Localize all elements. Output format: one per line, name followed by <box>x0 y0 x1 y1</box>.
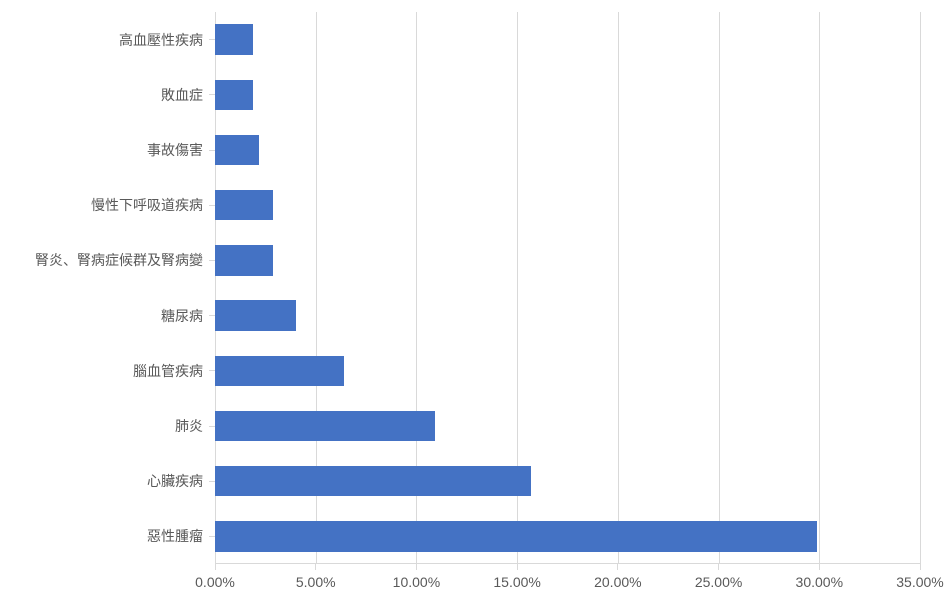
gridline <box>719 12 720 564</box>
y-axis-label: 敗血症 <box>161 85 203 105</box>
x-tick <box>819 564 820 570</box>
y-tick <box>209 481 215 482</box>
y-tick <box>209 426 215 427</box>
bar <box>215 356 344 386</box>
x-axis-label: 25.00% <box>695 574 742 590</box>
x-tick <box>416 564 417 570</box>
x-axis-label: 35.00% <box>896 574 943 590</box>
y-axis-label: 糖尿病 <box>161 306 203 326</box>
bar <box>215 245 273 275</box>
gridline <box>920 12 921 564</box>
x-axis-label: 0.00% <box>195 574 235 590</box>
y-axis-label: 慢性下呼吸道疾病 <box>91 195 203 215</box>
y-axis-label: 腦血管疾病 <box>133 361 203 381</box>
gridline <box>819 12 820 564</box>
x-tick <box>617 564 618 570</box>
y-tick <box>209 94 215 95</box>
y-tick <box>209 205 215 206</box>
x-axis-line <box>215 563 920 564</box>
bar <box>215 300 296 330</box>
y-tick <box>209 260 215 261</box>
x-tick <box>315 564 316 570</box>
bar <box>215 135 259 165</box>
x-axis-label: 30.00% <box>796 574 843 590</box>
bar <box>215 411 435 441</box>
x-axis-label: 15.00% <box>493 574 540 590</box>
y-axis-label: 腎炎、腎病症候群及腎病變 <box>35 250 203 270</box>
y-axis-label: 事故傷害 <box>147 140 203 160</box>
plot-area <box>215 12 920 564</box>
y-tick <box>209 370 215 371</box>
y-axis-label: 惡性腫瘤 <box>147 526 203 546</box>
bar <box>215 466 531 496</box>
bar <box>215 80 253 110</box>
gridline <box>618 12 619 564</box>
y-axis-label: 高血壓性疾病 <box>119 30 203 50</box>
x-tick <box>920 564 921 570</box>
x-tick <box>718 564 719 570</box>
x-axis-label: 20.00% <box>594 574 641 590</box>
x-tick <box>517 564 518 570</box>
chart-container: 高血壓性疾病敗血症事故傷害慢性下呼吸道疾病腎炎、腎病症候群及腎病變糖尿病腦血管疾… <box>0 0 950 608</box>
x-axis-label: 10.00% <box>393 574 440 590</box>
x-axis-label: 5.00% <box>296 574 336 590</box>
x-tick <box>215 564 216 570</box>
y-tick <box>209 39 215 40</box>
bar <box>215 190 273 220</box>
bar <box>215 521 817 551</box>
y-tick <box>209 536 215 537</box>
y-axis-label: 心臟疾病 <box>147 471 203 491</box>
y-tick <box>209 150 215 151</box>
bar <box>215 24 253 54</box>
y-tick <box>209 315 215 316</box>
y-axis-label: 肺炎 <box>175 416 203 436</box>
